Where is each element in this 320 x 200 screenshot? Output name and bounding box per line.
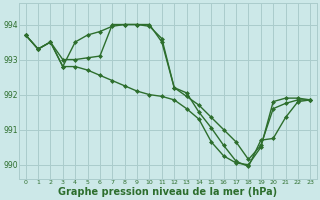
X-axis label: Graphe pression niveau de la mer (hPa): Graphe pression niveau de la mer (hPa) xyxy=(59,187,277,197)
